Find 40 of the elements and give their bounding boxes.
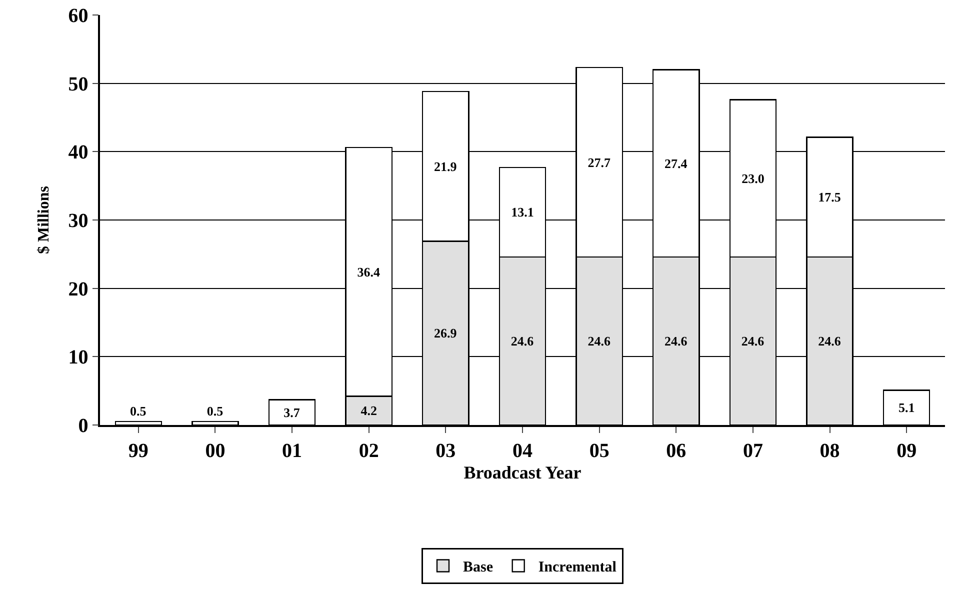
y-tick-label: 10 [68,346,88,369]
y-tick-label: 30 [68,210,88,232]
data-label: 24.6 [818,333,842,348]
data-label: 21.9 [434,158,458,174]
data-label: 13.1 [511,204,534,220]
data-label: 4.2 [360,403,377,418]
x-tick-label: 07 [742,440,763,462]
x-tick-label: 00 [205,440,226,462]
x-tick-label: 06 [666,440,686,462]
data-label: 17.5 [818,190,842,205]
x-tick-label: 99 [128,440,148,462]
data-label: 3.7 [284,404,300,420]
legend-label: Base [463,560,494,576]
y-tick-label: 0 [78,415,88,437]
data-label: 0.5 [206,404,224,419]
data-label: 5.1 [898,400,915,416]
data-label: 24.6 [588,333,611,348]
data-label: 24.6 [510,333,534,348]
y-tick-label: 50 [68,73,88,96]
legend-label: Incremental [538,560,616,576]
data-label: 23.0 [742,170,764,186]
data-label: 0.5 [130,404,147,419]
x-axis-title: Broadcast Year [464,462,582,482]
data-label: 24.6 [741,333,765,348]
y-tick-label: 40 [68,142,88,164]
data-label: 26.9 [434,326,458,341]
x-tick-label: 02 [358,440,379,462]
y-axis-title: $ Millions [36,186,53,254]
data-label: 36.4 [357,264,380,280]
x-tick-label: 01 [282,440,302,462]
x-tick-label: 08 [820,440,840,462]
x-tick-label: 09 [896,440,917,462]
y-tick-label: 60 [68,5,88,27]
y-tick-label: 20 [68,278,88,300]
x-tick-label: 03 [436,440,456,462]
data-label: 24.6 [664,333,688,348]
x-tick-label: 05 [589,440,610,462]
data-label: 27.4 [664,156,688,171]
x-tick-label: 04 [512,440,532,462]
data-label: 27.7 [588,154,611,170]
